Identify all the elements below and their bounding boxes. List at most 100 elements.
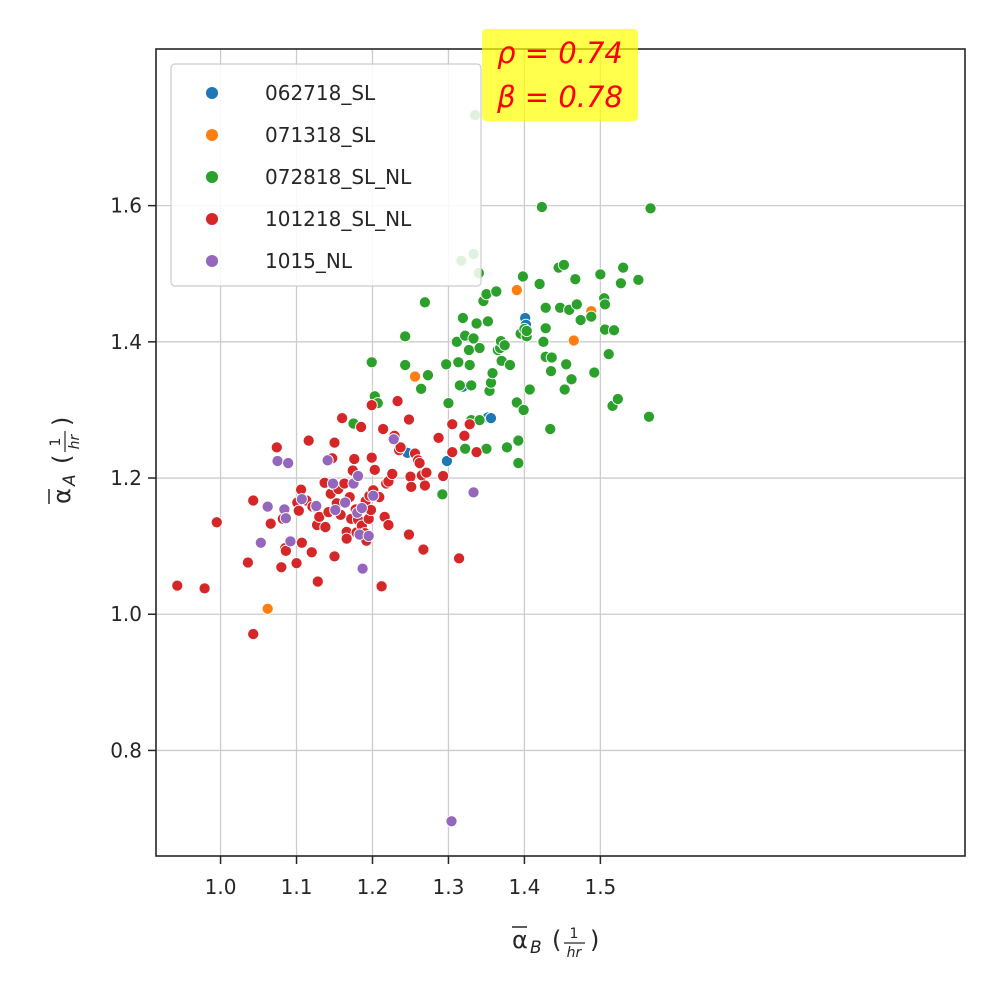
- legend-marker: [205, 170, 219, 184]
- data-point: [284, 535, 297, 548]
- x-tick-label: 1.2: [357, 875, 389, 899]
- data-point: [440, 358, 453, 371]
- data-point: [319, 521, 332, 534]
- data-point: [537, 335, 550, 348]
- legend-marker: [205, 128, 219, 142]
- data-point: [498, 339, 511, 352]
- y-tick-label: 1.2: [110, 466, 142, 490]
- data-point: [557, 258, 570, 271]
- legend-label: 062718_SL: [265, 81, 376, 105]
- x-tick-label: 1.4: [509, 875, 541, 899]
- data-point: [171, 579, 184, 592]
- data-point: [402, 528, 416, 541]
- data-point: [517, 403, 530, 416]
- stats-annotation-box: [482, 29, 638, 121]
- data-point: [321, 454, 334, 467]
- data-point: [356, 562, 369, 575]
- data-point: [467, 486, 480, 499]
- data-point: [459, 442, 472, 455]
- data-point: [279, 512, 292, 525]
- data-point: [440, 454, 453, 468]
- data-point: [367, 489, 380, 502]
- data-point: [545, 351, 558, 364]
- data-point: [642, 410, 656, 423]
- legend-marker: [205, 254, 219, 268]
- data-point: [418, 479, 431, 492]
- stats-annotation: ρ = 0.74 β = 0.78: [482, 29, 638, 121]
- y-tick-label: 0.8: [110, 738, 142, 762]
- data-point: [302, 434, 315, 447]
- data-point: [520, 324, 533, 337]
- data-point: [490, 285, 503, 298]
- data-point: [387, 433, 400, 446]
- data-point: [567, 334, 580, 347]
- data-point: [539, 301, 552, 314]
- y-axis-label-frac-den: hr: [67, 433, 83, 449]
- data-point: [404, 470, 417, 483]
- data-point: [452, 356, 465, 369]
- data-point: [326, 477, 340, 490]
- data-point: [558, 383, 571, 396]
- data-point: [270, 441, 283, 454]
- data-point: [632, 273, 645, 286]
- data-point: [310, 499, 323, 513]
- data-point: [510, 396, 523, 409]
- data-point: [470, 446, 483, 459]
- y-axis-label-symbol: α: [48, 488, 76, 504]
- data-point: [608, 324, 621, 337]
- data-point: [261, 500, 274, 513]
- data-point: [328, 550, 341, 563]
- data-point: [328, 436, 341, 449]
- data-point: [247, 494, 260, 507]
- data-point: [436, 488, 449, 501]
- data-point: [399, 358, 412, 372]
- y-axis-label-frac-num: 1: [48, 438, 64, 447]
- data-point: [405, 480, 418, 493]
- data-point: [458, 429, 471, 442]
- data-point: [486, 367, 499, 380]
- data-point: [365, 356, 378, 369]
- rho-annotation: ρ = 0.74: [497, 36, 623, 70]
- x-tick-label: 1.1: [281, 875, 313, 899]
- data-point: [210, 516, 223, 529]
- data-point: [408, 370, 422, 383]
- y-axis-label-open-paren: (: [48, 455, 76, 464]
- data-point: [533, 277, 546, 290]
- legend-items: 062718_SL 071318_SL 072818_SL_NL 101218_SL_…: [205, 81, 412, 273]
- data-point: [480, 288, 493, 301]
- legend: 062718_SL 071318_SL 072818_SL_NL 101218_SL_…: [170, 63, 482, 287]
- legend-label: 1015_NL: [265, 249, 353, 273]
- data-point: [462, 343, 476, 357]
- data-point: [569, 273, 582, 286]
- data-point: [295, 493, 308, 506]
- data-point: [386, 467, 399, 481]
- data-point: [614, 277, 627, 290]
- data-point: [470, 317, 483, 330]
- data-point: [413, 457, 426, 470]
- data-point: [512, 434, 525, 447]
- data-point: [456, 311, 469, 325]
- data-point: [512, 457, 525, 470]
- data-point: [463, 418, 476, 431]
- data-point: [355, 420, 368, 434]
- data-point: [588, 366, 601, 379]
- y-tick-label: 1.0: [110, 602, 142, 626]
- data-point: [305, 546, 318, 559]
- data-point: [415, 382, 428, 395]
- data-point: [290, 557, 303, 570]
- data-point: [544, 422, 557, 436]
- x-axis-label-subscript: B: [530, 938, 542, 958]
- legend-label: 101218_SL_NL: [265, 207, 412, 231]
- x-axis-ticks: 1.0 1.1 1.2 1.3 1.4 1.5: [205, 856, 616, 899]
- legend-marker: [205, 86, 219, 100]
- beta-annotation: β = 0.78: [496, 80, 623, 114]
- data-point: [585, 310, 598, 323]
- data-point: [282, 457, 295, 470]
- data-point: [355, 501, 368, 515]
- data-point: [295, 536, 308, 549]
- data-point: [446, 418, 459, 431]
- data-point: [402, 413, 416, 426]
- legend-label: 072818_SL_NL: [265, 165, 412, 189]
- data-point: [432, 431, 445, 444]
